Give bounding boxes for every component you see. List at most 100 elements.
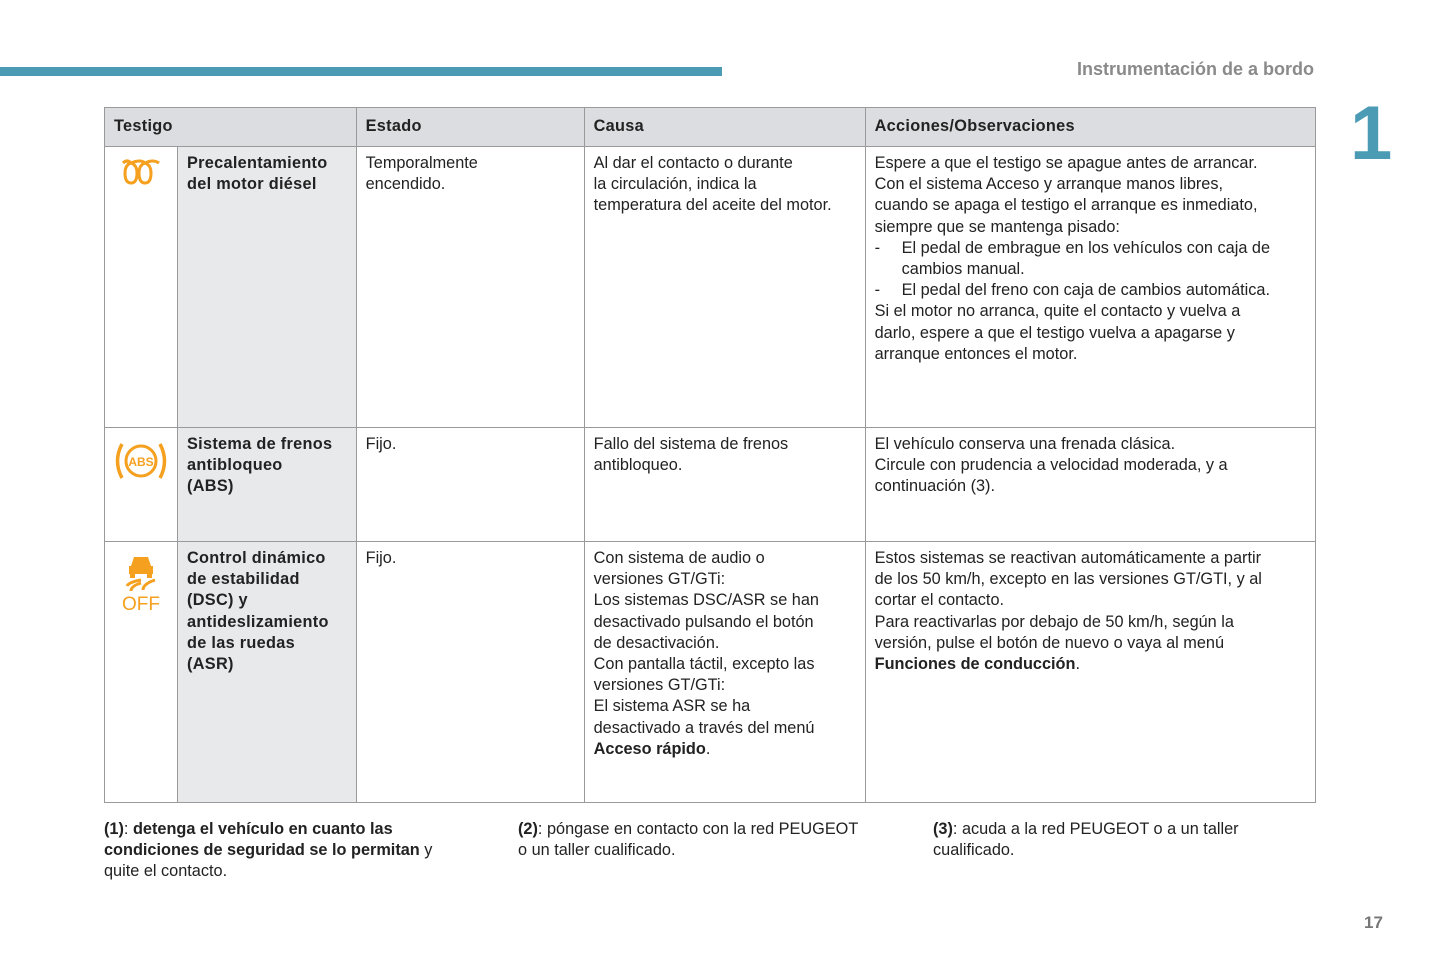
- text-line: arranque entonces el motor.: [874, 344, 1078, 363]
- table-header-row: Testigo Estado Causa Acciones/Observacio…: [104, 107, 1317, 147]
- text-line: - El pedal de embrague en los vehículos c…: [875, 238, 1306, 259]
- table-row: OFF Control dinámico de estabilidad (DSC) y…: [104, 541, 1317, 803]
- text-line: Con pantalla táctil, excepto las: [593, 655, 815, 674]
- text-line: desactivado pulsando el botón: [593, 612, 814, 631]
- acciones-cell: El vehículo conserva una frenada clásica…: [864, 427, 1317, 542]
- causa-cell: Al dar el contacto o durante la circulaci…: [583, 146, 866, 428]
- text-line: Al dar el contacto o durante: [593, 154, 793, 172]
- text-line: Circule con prudencia a velocidad modera…: [874, 456, 1228, 475]
- text-line: Estos sistemas se reactivan automáticame…: [874, 549, 1262, 567]
- text-segment: : póngase en contacto con la red PEUGEOT: [537, 820, 859, 838]
- text-line: versiones GT/GTi:: [593, 570, 726, 589]
- svg-text:ABS: ABS: [128, 455, 153, 469]
- text-line: de las ruedas: [187, 633, 295, 652]
- text-segment: :: [123, 820, 133, 838]
- indicator-icon-cell: OFF: [104, 541, 178, 803]
- acciones-cell: Estos sistemas se reactivan automáticame…: [864, 541, 1317, 803]
- footnote-line: (3): acuda a la red PEUGEOT o a un talle…: [933, 819, 1239, 840]
- footnote-line: (2): póngase en contacto con la red PEUG…: [518, 819, 858, 840]
- causa-cell: Con sistema de audio o versiones GT/GTi: L…: [583, 541, 866, 803]
- text-line: cuando se apaga el testigo el arranque e…: [874, 196, 1258, 215]
- text-line: Fallo del sistema de frenos: [593, 435, 789, 453]
- text-line: cambios manual.: [901, 260, 1025, 279]
- text-line: Para reactivarlas por debajo de 50 km/h,…: [874, 612, 1234, 631]
- text-line: darlo, espere a que el testigo vuelva a …: [874, 323, 1235, 342]
- text-line: Precalentamiento: [187, 154, 328, 172]
- text-line: Temporalmente: [365, 154, 478, 172]
- bullet-dash: -: [874, 238, 881, 257]
- footnote-line: condiciones de seguridad se lo permitan …: [104, 840, 432, 861]
- indicator-icon-cell: [104, 146, 178, 428]
- off-label: OFF: [122, 594, 160, 616]
- warning-lights-table: Testigo Estado Causa Acciones/Observacio…: [104, 107, 1317, 803]
- text-line: de estabilidad: [187, 570, 300, 589]
- text-line: (ASR): [187, 655, 234, 674]
- text-line: del motor diésel: [187, 175, 317, 194]
- footnote-line: o un taller cualificado.: [518, 841, 676, 860]
- text-line: Con sistema de audio o: [593, 549, 765, 567]
- causa-cell: Fallo del sistema de frenos antibloqueo.: [583, 427, 866, 542]
- bold-text: (2): [518, 820, 538, 838]
- bullet-dash: -: [874, 281, 881, 300]
- text-line: versión, pulse el botón de nuevo o vaya …: [874, 633, 1224, 652]
- estado-cell: Fijo.: [355, 427, 585, 542]
- text-line: Sistema de frenos: [187, 435, 333, 453]
- text-line: (ABS): [187, 477, 234, 496]
- footnote-3: (3): acuda a la red PEUGEOT o a un talle…: [933, 819, 1239, 861]
- column-header-testigo: Testigo: [104, 107, 357, 147]
- text-line: Fijo.: [365, 549, 397, 567]
- footnote-line: cualificado.: [933, 841, 1015, 860]
- preheating-coil-icon: [113, 157, 169, 193]
- column-header-causa: Causa: [583, 107, 866, 147]
- bold-text: Funciones de conducción: [874, 655, 1076, 674]
- bullet-text: El pedal de embrague en los vehículos co…: [901, 238, 1271, 257]
- text-line: El vehículo conserva una frenada clásica…: [874, 435, 1176, 453]
- text-line: El sistema ASR se ha: [593, 697, 751, 716]
- estado-cell: Fijo.: [355, 541, 585, 803]
- text-line: Acceso rápido.: [594, 739, 856, 760]
- text-line: de los 50 km/h, excepto en las versiones…: [874, 570, 1262, 589]
- stability-control-off-icon: [113, 552, 169, 598]
- text-line: antibloqueo.: [593, 456, 683, 475]
- indicator-name: Precalentamiento del motor diésel: [177, 146, 357, 428]
- indicator-name: Sistema de frenos antibloqueo (ABS): [177, 427, 357, 542]
- text-line: Control dinámico: [187, 549, 326, 567]
- table-row: ABS Sistema de frenos antibloqueo (ABS) Fijo…: [104, 427, 1317, 542]
- text-line: antibloqueo: [187, 456, 283, 475]
- footnote-2: (2): póngase en contacto con la red PEUG…: [518, 819, 858, 861]
- footnote-1: (1): detenga el vehículo en cuanto las co…: [104, 819, 432, 883]
- column-header-estado: Estado: [355, 107, 585, 147]
- table-row: Precalentamiento del motor diésel Temporal…: [104, 146, 1317, 428]
- bold-text: (1): [104, 820, 124, 838]
- text-line: temperatura del aceite del motor.: [593, 196, 832, 215]
- column-header-acciones: Acciones/Observaciones: [864, 107, 1317, 147]
- text-segment: .: [1075, 655, 1080, 674]
- bold-text: condiciones de seguridad se lo permitan: [104, 841, 420, 860]
- text-line: versiones GT/GTi:: [593, 676, 726, 695]
- footnote-line: quite el contacto.: [104, 862, 228, 881]
- bold-text: Acceso rápido: [593, 739, 706, 758]
- text-line: siempre que se mantenga pisado:: [874, 217, 1120, 236]
- text-line: Funciones de conducción.: [875, 654, 1306, 675]
- text-line: - El pedal del freno con caja de cambios …: [875, 280, 1306, 301]
- text-line: Los sistemas DSC/ASR se han: [593, 591, 819, 610]
- text-line: Si el motor no arranca, quite el contact…: [874, 302, 1241, 321]
- text-line: (DSC) y: [187, 591, 248, 610]
- acciones-cell: Espere a que el testigo se apague antes …: [864, 146, 1317, 428]
- text-line: encendido.: [365, 175, 446, 194]
- text-line: la circulación, indica la: [593, 175, 757, 194]
- text-line: de desactivación.: [593, 633, 720, 652]
- bold-text: detenga el vehículo en cuanto las: [132, 820, 393, 838]
- text-line: cortar el contacto.: [874, 591, 1005, 610]
- estado-cell: Temporalmente encendido.: [355, 146, 585, 428]
- header-accent-bar: [0, 67, 722, 76]
- text-line: continuación (3).: [874, 477, 995, 496]
- text-segment: : acuda a la red PEUGEOT o a un taller: [952, 820, 1239, 838]
- text-line: Fijo.: [365, 435, 397, 453]
- bold-text: (3): [933, 820, 953, 838]
- text-line: Con el sistema Acceso y arranque manos l…: [874, 175, 1224, 194]
- section-title: Instrumentación de a bordo: [1076, 59, 1314, 79]
- indicator-name: Control dinámico de estabilidad (DSC) y ant…: [177, 541, 357, 803]
- footnote-line: (1): detenga el vehículo en cuanto las: [104, 819, 432, 840]
- bullet-text: El pedal del freno con caja de cambios a…: [901, 281, 1270, 300]
